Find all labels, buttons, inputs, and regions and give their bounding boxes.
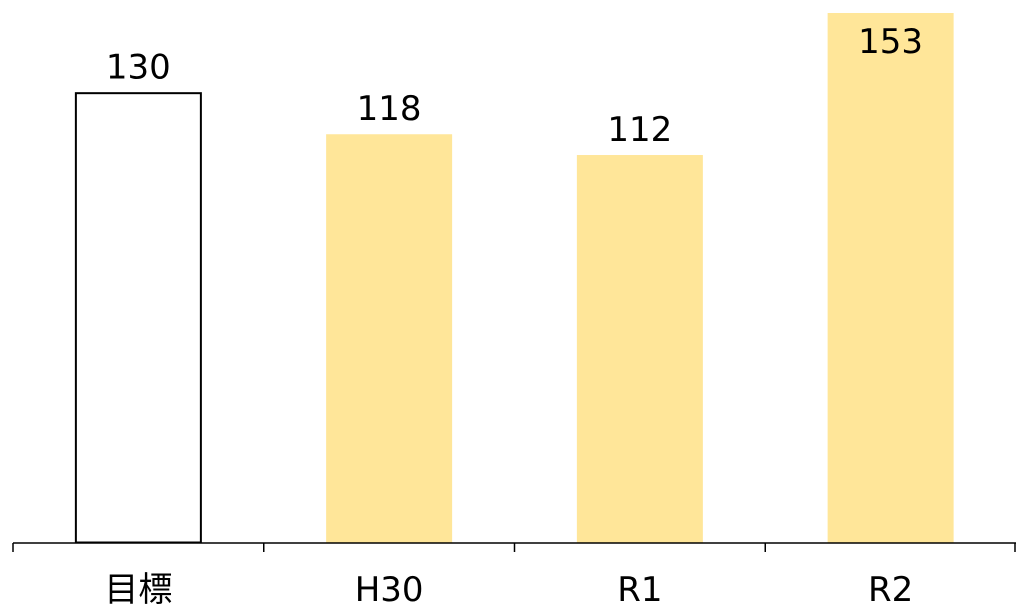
data-labels-layer: 130 118 112 153: [106, 22, 923, 150]
data-label: 118: [357, 89, 422, 129]
x-axis: [12, 542, 1016, 552]
bar-r1: [576, 155, 703, 544]
x-tick-label: R2: [868, 570, 913, 610]
bar-h30: [326, 134, 453, 544]
x-tick-label: 目標: [104, 570, 172, 610]
x-tick-label: H30: [355, 570, 424, 610]
bar-目標: [74, 92, 202, 544]
data-label: 153: [858, 22, 923, 62]
data-label: 130: [106, 48, 171, 88]
bar-r2: [827, 13, 954, 543]
x-tick-label: R1: [617, 570, 662, 610]
tick-labels-layer: 目標 H30 R1 R2: [104, 570, 913, 610]
bars-layer: [74, 13, 954, 544]
data-label: 112: [607, 110, 672, 150]
